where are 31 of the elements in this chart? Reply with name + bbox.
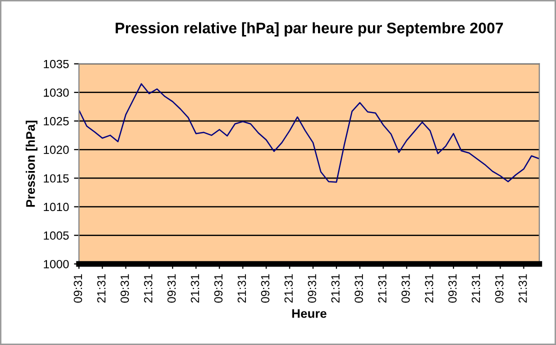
y-tick-label: 1025: [44, 117, 69, 126]
x-tick-label: 09:31: [354, 274, 364, 303]
chart-title: Pression relative [hPa] par heure pur Septembre 2007: [116, 22, 503, 36]
x-tick-label: 09:31: [74, 274, 82, 303]
y-tick-label: 1015: [44, 174, 69, 183]
x-tick-label: 21:31: [331, 274, 340, 303]
y-tick-label: 1035: [44, 60, 69, 68]
y-tick-label: 1020: [44, 146, 69, 154]
y-tick-label: 1010: [44, 202, 69, 212]
x-tick-label: 09:31: [167, 274, 176, 303]
x-tick-label: 09:31: [401, 274, 410, 303]
x-tick-label: 09:31: [120, 274, 129, 303]
x-tick-label: 09:31: [214, 274, 223, 303]
x-tick-label: 21:31: [238, 274, 246, 303]
x-tick-label: 21:31: [144, 274, 152, 303]
x-tick-label: 21:31: [190, 274, 200, 303]
x-tick-label: 09:31: [495, 274, 504, 303]
x-tick-label: 21:31: [97, 274, 106, 303]
y-tick-label: 1030: [44, 88, 69, 97]
y-tick-label: 1000: [44, 260, 69, 268]
x-tick-label: 09:31: [308, 274, 316, 303]
x-tick-label: 21:31: [518, 274, 527, 303]
x-tick-label: 09:31: [448, 274, 457, 303]
y-axis-title: Pression [hPa]: [26, 120, 38, 207]
x-tick-label: 21:31: [424, 274, 434, 303]
y-tick-label: 1005: [44, 231, 69, 240]
x-tick-label: 09:31: [261, 274, 270, 303]
x-tick-label: 21:31: [472, 274, 480, 303]
x-tick-label: 21:31: [284, 274, 293, 303]
x-axis-title: Heure: [292, 309, 326, 318]
x-tick-label: 21:31: [378, 274, 386, 303]
